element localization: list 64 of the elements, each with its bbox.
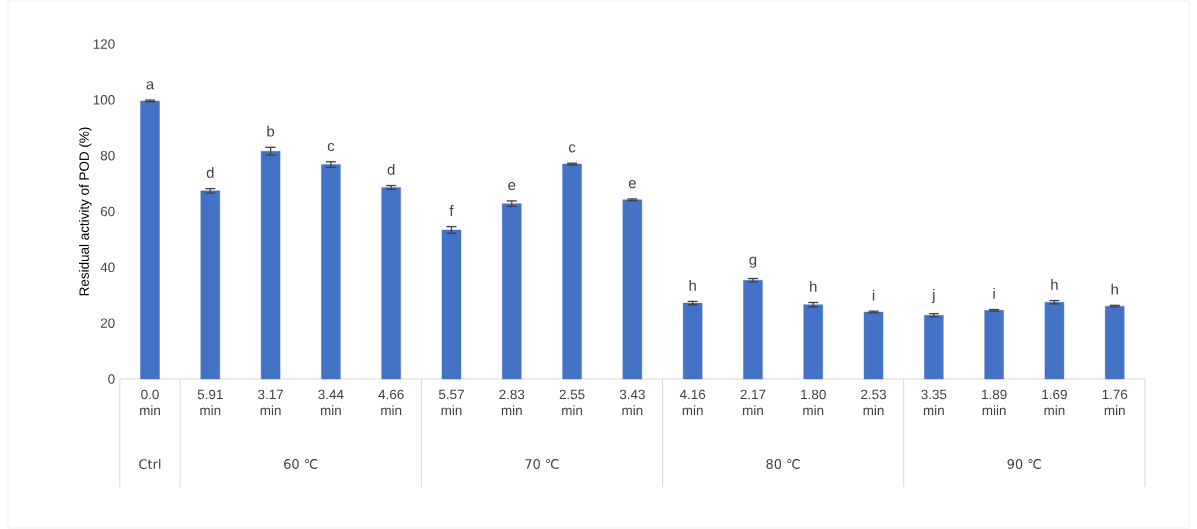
bar xyxy=(984,310,1004,380)
data-label: f xyxy=(449,205,454,216)
text: 80 ℃ xyxy=(766,459,800,469)
x-tick-label: 0.0 min xyxy=(140,389,160,416)
bar xyxy=(140,100,160,380)
bar xyxy=(562,163,582,380)
bar xyxy=(1044,302,1065,380)
bar xyxy=(200,190,220,380)
bar xyxy=(924,315,944,380)
data-label: h xyxy=(1051,279,1058,290)
x-tick-label: 1.80 min xyxy=(801,389,826,416)
x-tick-label: 2.83 min xyxy=(499,389,525,416)
data-label: h xyxy=(689,279,696,291)
x-tick-label: 5.57 min xyxy=(438,389,464,415)
x-tick-label: 1.89 miin xyxy=(982,389,1007,416)
bar xyxy=(502,203,522,380)
data-label: b xyxy=(267,125,275,137)
bar xyxy=(441,229,462,380)
bar xyxy=(1105,305,1125,380)
data-label: i xyxy=(872,289,875,301)
text: Ctrl xyxy=(139,458,161,470)
bar xyxy=(743,279,763,380)
y-tick-label: 80 xyxy=(100,150,115,161)
bar xyxy=(381,187,401,380)
data-label: i xyxy=(993,287,995,299)
x-tick-label: 2.53 min xyxy=(861,389,887,416)
x-tick-label: 3.44 min xyxy=(318,389,344,416)
data-label: e xyxy=(628,180,636,189)
x-tick-label: 1.69 min xyxy=(1042,389,1067,416)
x-tick-label: 4.16 min xyxy=(679,389,706,416)
x-tick-label: 3.35 min xyxy=(921,389,947,416)
data-label: a xyxy=(146,81,155,90)
y-tick-label: 20 xyxy=(100,318,115,328)
bar xyxy=(863,311,884,380)
data-label: d xyxy=(387,163,395,175)
y-tick-label: 0 xyxy=(108,374,115,384)
bar xyxy=(682,302,703,380)
x-tick-label: 2.17 min xyxy=(740,389,766,416)
y-tick-label: 60 xyxy=(100,206,115,217)
data-label: c xyxy=(327,142,335,152)
x-tick-label: 2.55 min xyxy=(559,389,585,416)
x-tick-label: 3.43 min xyxy=(619,389,645,416)
x-tick-label: 1.76 min xyxy=(1102,389,1128,416)
y-tick-label: 120 xyxy=(93,39,115,49)
bar xyxy=(803,304,823,380)
bar xyxy=(260,151,281,380)
y-tick-label: 40 xyxy=(100,262,115,273)
data-label: e xyxy=(508,182,516,191)
data-label: h xyxy=(1111,283,1118,295)
text: 90 ℃ xyxy=(1007,459,1041,469)
y-axis-title: Residual activity of POD (%) xyxy=(79,127,92,296)
data-label: j xyxy=(931,289,935,303)
text: 70 ℃ xyxy=(525,459,559,469)
data-label: c xyxy=(568,144,576,153)
text: 60 ℃ xyxy=(284,459,318,469)
bar xyxy=(321,164,341,380)
bar xyxy=(622,199,643,380)
x-tick-label: 3.17 min xyxy=(258,389,284,416)
x-tick-label: 4.66 min xyxy=(378,389,404,416)
data-label: g xyxy=(749,256,757,268)
data-label: h xyxy=(810,281,817,292)
x-tick-label: 5.91 min xyxy=(197,389,223,416)
data-label: d xyxy=(206,166,214,178)
y-tick-label: 100 xyxy=(93,95,115,105)
